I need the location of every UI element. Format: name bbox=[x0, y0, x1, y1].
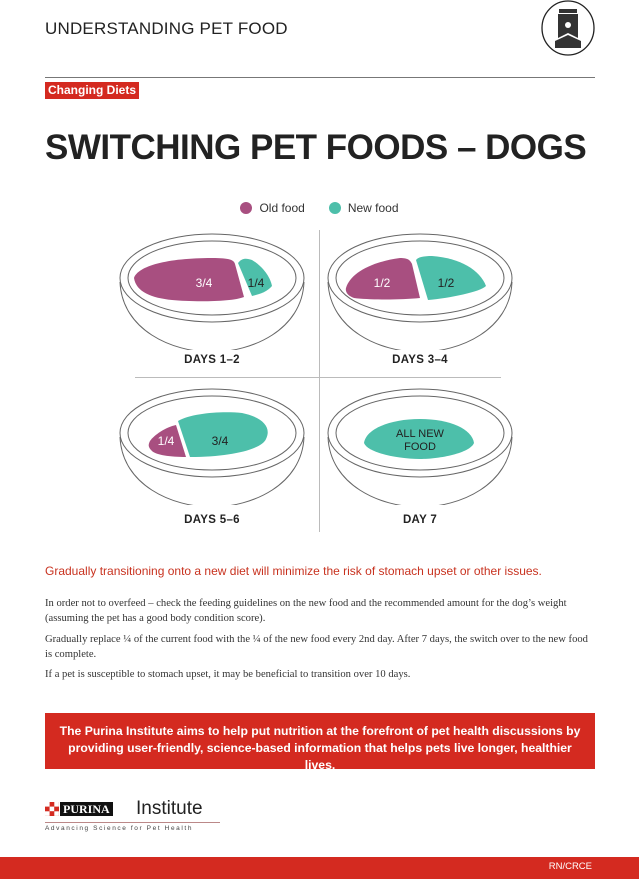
legend: Old food New food bbox=[0, 201, 639, 215]
category-badge: Changing Diets bbox=[45, 82, 140, 99]
bowl-day-7: ALL NEW FOOD bbox=[327, 388, 513, 505]
new-food-portion bbox=[178, 412, 268, 457]
lead-sentence: Gradually transitioning onto a new diet … bbox=[45, 564, 542, 578]
paragraph: Gradually replace ¼ of the current food … bbox=[45, 634, 588, 660]
bowl-days-1-2: 3/4 1/4 bbox=[119, 233, 305, 350]
header-rule bbox=[45, 77, 595, 78]
checkerboard-icon bbox=[45, 802, 59, 816]
page-title: SWITCHING PET FOODS – DOGS bbox=[45, 128, 587, 167]
paragraph: If a pet is susceptible to stomach upset… bbox=[45, 669, 411, 680]
logo-name: Institute bbox=[136, 798, 203, 819]
new-food-fraction: 1/4 bbox=[248, 276, 265, 290]
old-food-portion bbox=[148, 425, 186, 457]
legend-new-food: New food bbox=[328, 201, 399, 215]
header-title: UNDERSTANDING PET FOOD bbox=[45, 19, 288, 38]
old-food-portion bbox=[345, 258, 420, 300]
pet-food-bag-icon bbox=[541, 0, 595, 56]
legend-old-food: Old food bbox=[240, 201, 305, 215]
legend-label: Old food bbox=[259, 201, 305, 215]
all-new-food-label: ALL NEW bbox=[396, 428, 445, 440]
day-label: DAYS 3–4 bbox=[392, 354, 448, 366]
bowl-days-3-4: 1/2 1/2 bbox=[327, 233, 513, 350]
new-food-portion bbox=[416, 256, 486, 300]
day-label: DAYS 5–6 bbox=[184, 514, 240, 526]
quadrant-divider-horizontal bbox=[135, 377, 501, 378]
legend-label: New food bbox=[347, 201, 399, 215]
all-new-food-label: FOOD bbox=[404, 441, 436, 453]
old-food-portion bbox=[134, 258, 244, 302]
logo-brand: PURINA bbox=[60, 802, 113, 816]
new-food-fraction: 1/2 bbox=[438, 276, 455, 290]
callout-box: The Purina Institute aims to help put nu… bbox=[45, 713, 595, 772]
quadrant-divider-vertical bbox=[319, 230, 320, 532]
footer-bar bbox=[0, 857, 639, 879]
day-label: DAYS 1–2 bbox=[184, 354, 240, 366]
document-code: RN/CRCE bbox=[548, 861, 592, 872]
old-food-fraction: 1/4 bbox=[158, 434, 175, 448]
paragraph: In order not to overfeed – check the fee… bbox=[45, 598, 567, 624]
logo-tagline: Advancing Science for Pet Health bbox=[45, 825, 194, 832]
new-food-portion bbox=[364, 419, 474, 459]
new-food-swatch bbox=[328, 202, 341, 214]
day-label: DAY 7 bbox=[402, 514, 438, 526]
bowl-days-5-6: 1/4 3/4 bbox=[119, 388, 305, 505]
old-food-fraction: 3/4 bbox=[196, 276, 213, 290]
old-food-fraction: 1/2 bbox=[374, 276, 391, 290]
purina-institute-logo: PURINA Institute Advancing Science for P… bbox=[45, 798, 225, 836]
new-food-portion bbox=[238, 258, 272, 296]
old-food-swatch bbox=[240, 202, 253, 214]
new-food-fraction: 3/4 bbox=[212, 434, 229, 448]
